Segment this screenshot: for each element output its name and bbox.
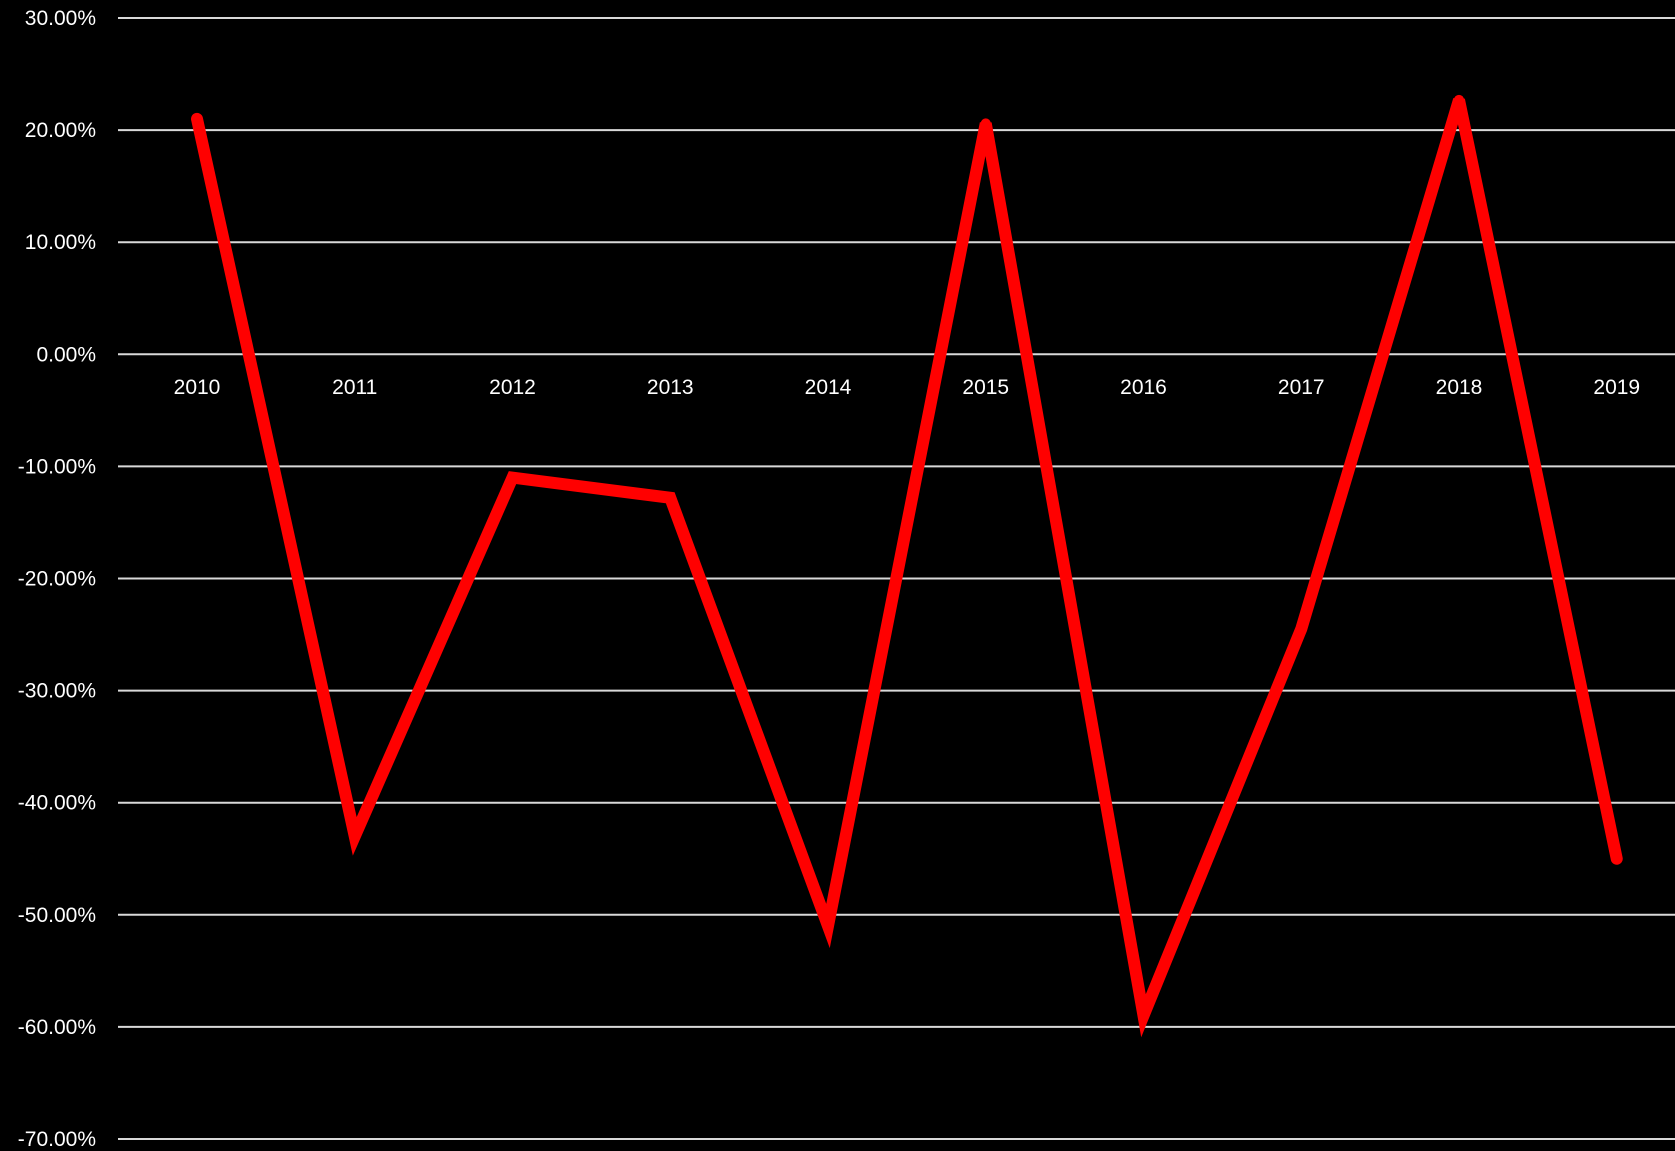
x-tick-label: 2017	[1278, 376, 1325, 399]
series-line	[197, 100, 1617, 1016]
y-tick-label: -30.00%	[18, 680, 96, 703]
x-tick-label: 2011	[332, 376, 377, 399]
x-tick-label: 2015	[962, 376, 1009, 399]
y-tick-label: 20.00%	[25, 119, 96, 142]
y-tick-label: -60.00%	[18, 1016, 96, 1039]
y-tick-label: -10.00%	[18, 455, 96, 478]
data-point	[1612, 854, 1622, 864]
y-tick-label: -50.00%	[18, 904, 96, 927]
y-tick-label: -40.00%	[18, 792, 96, 815]
x-tick-label: 2019	[1593, 376, 1640, 399]
y-axis-tick-labels: 30.00% 20.00% 10.00% 0.00% -10.00% -20.00% -30…	[18, 7, 96, 1151]
x-tick-label: 2012	[489, 376, 536, 399]
data-point	[1454, 95, 1464, 105]
data-point	[665, 493, 675, 503]
x-tick-label: 2016	[1120, 376, 1167, 399]
x-tick-label: 2014	[805, 376, 852, 399]
series-layer	[192, 95, 1622, 1021]
y-tick-label: 10.00%	[25, 231, 96, 254]
x-tick-label: 2018	[1436, 376, 1483, 399]
y-tick-label: -20.00%	[18, 568, 96, 591]
x-tick-label: 2013	[647, 376, 694, 399]
data-point	[192, 114, 202, 124]
data-point	[981, 118, 991, 128]
y-tick-label: 0.00%	[36, 343, 96, 366]
y-tick-label: 30.00%	[25, 7, 96, 30]
y-tick-label: -70.00%	[18, 1128, 96, 1151]
data-point	[508, 473, 518, 483]
x-tick-label: 2010	[174, 376, 221, 399]
data-point	[823, 921, 833, 931]
data-point	[350, 831, 360, 841]
data-point	[1296, 624, 1306, 634]
x-axis-tick-labels: 2010 2011 2012 2013 2014 2015 2016 2017 2018 2019	[174, 376, 1640, 399]
data-point	[1139, 1011, 1149, 1021]
